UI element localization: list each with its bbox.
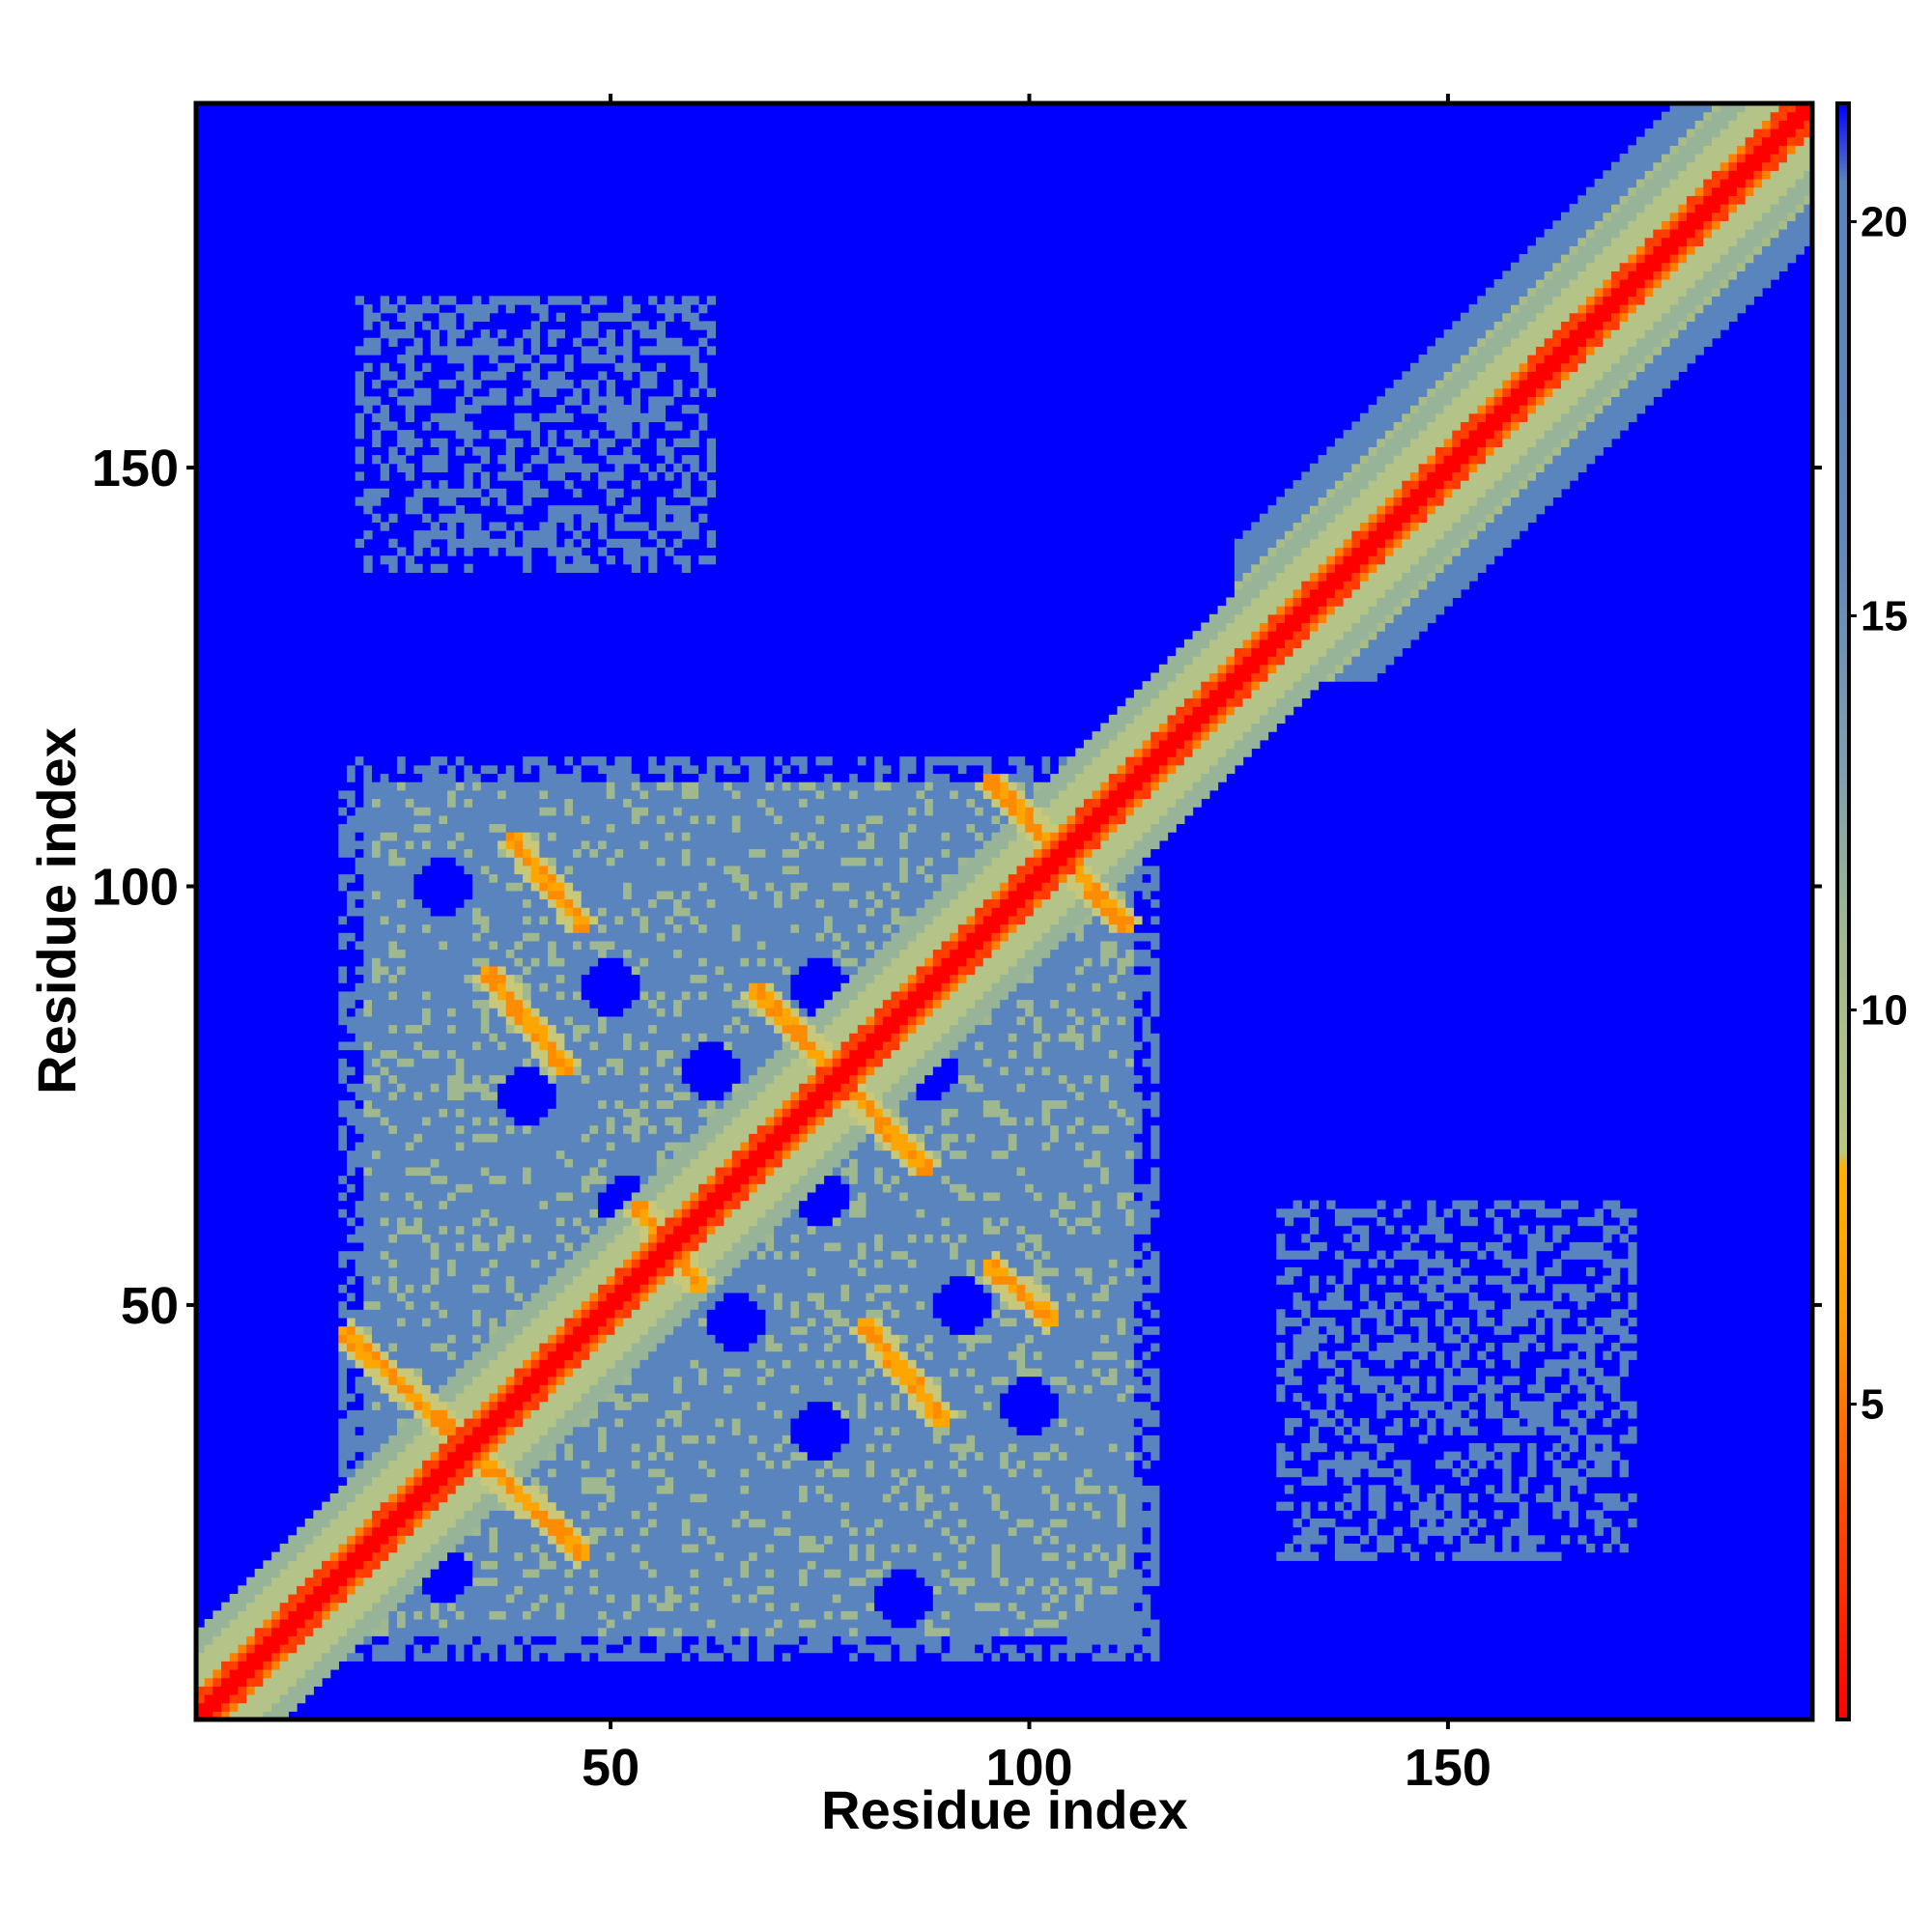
y-tick-label-100: 100 (92, 858, 179, 916)
colorbar-tick-label-10: 10 (1861, 987, 1908, 1035)
colorbar-fill (1837, 103, 1849, 1719)
x-axis-title: Residue index (821, 1779, 1188, 1840)
y-tick-label-50: 50 (121, 1277, 179, 1335)
colorbar: 5 10 15 20 (1835, 101, 1908, 1721)
x-tick-label-100: 100 (985, 1739, 1072, 1797)
y-axis: 50 100 150 (92, 440, 1822, 1335)
x-tick-label-50: 50 (582, 1739, 639, 1797)
x-tick-label-150: 150 (1405, 1739, 1492, 1797)
heatmap-plot-area (193, 100, 1815, 1722)
heatmap-cells (196, 103, 1812, 1719)
plot-frame (193, 100, 1815, 1722)
colorbar-tick-label-15: 15 (1861, 592, 1908, 639)
colorbar-frame (1835, 101, 1851, 1721)
colorbar-tick-label-5: 5 (1861, 1381, 1884, 1429)
y-axis-title: Residue index (26, 727, 87, 1094)
colorbar-tick-label-20: 20 (1861, 198, 1908, 245)
x-axis: 50 100 150 (582, 94, 1492, 1797)
y-tick-label-150: 150 (92, 440, 179, 497)
